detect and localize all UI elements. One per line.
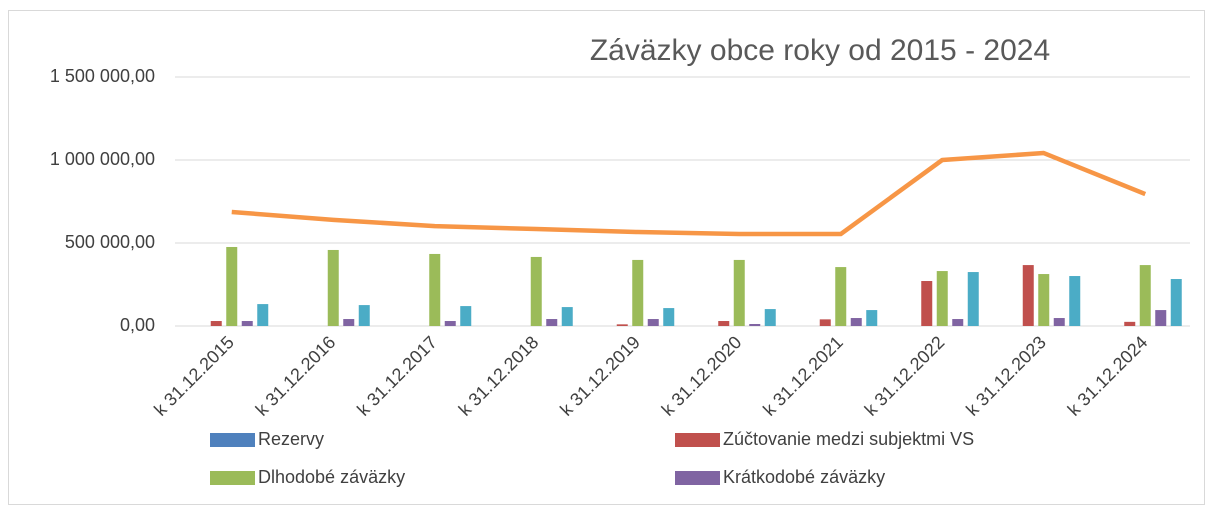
legend-label: Krátkodobé záväzky (723, 467, 885, 487)
bar (343, 319, 355, 326)
legend-label: Zúčtovanie medzi subjektmi VS (723, 429, 974, 449)
bar (632, 259, 644, 326)
legend-swatch (675, 471, 720, 485)
bar (749, 324, 761, 326)
bar (718, 321, 730, 326)
bar (936, 271, 948, 326)
bar (241, 321, 253, 326)
y-tick-label: 500 000,00 (65, 232, 155, 252)
bar (1069, 276, 1081, 326)
bar (358, 305, 370, 326)
bar (921, 281, 933, 326)
bar (616, 324, 628, 326)
legend-label: Dlhodobé záväzky (258, 467, 405, 487)
bar (210, 321, 222, 326)
bar (1053, 318, 1065, 326)
bar (444, 321, 456, 326)
bar (1170, 279, 1182, 326)
bar (866, 310, 878, 326)
legend-label: Rezervy (258, 429, 324, 449)
bar (819, 319, 831, 326)
bar (546, 319, 558, 326)
bar (460, 306, 472, 326)
chart-title: Záväzky obce roky od 2015 - 2024 (590, 34, 1050, 67)
y-tick-label: 0,00 (120, 315, 155, 335)
bar (1124, 321, 1136, 326)
bar (663, 308, 675, 326)
y-tick-label: 1 500 000,00 (50, 66, 155, 86)
bar (764, 309, 776, 326)
bar (647, 319, 659, 326)
legend-swatch (675, 433, 720, 447)
bar (850, 318, 862, 326)
bar (226, 246, 238, 326)
bar (1139, 265, 1151, 326)
line (231, 150, 1147, 237)
bar (952, 319, 964, 326)
bar (561, 307, 573, 326)
y-tick-label: 1 000 000,00 (50, 149, 155, 169)
bar (327, 249, 339, 326)
chart-frame (8, 10, 1205, 505)
bar (1038, 274, 1050, 326)
bar (835, 267, 847, 326)
bar (1022, 265, 1034, 326)
bar (429, 253, 441, 326)
legend-swatch (210, 433, 255, 447)
bar (1155, 310, 1167, 326)
legend-swatch (210, 471, 255, 485)
bar (530, 256, 542, 326)
bar (257, 304, 269, 326)
bar (967, 272, 979, 326)
bar (733, 259, 745, 326)
